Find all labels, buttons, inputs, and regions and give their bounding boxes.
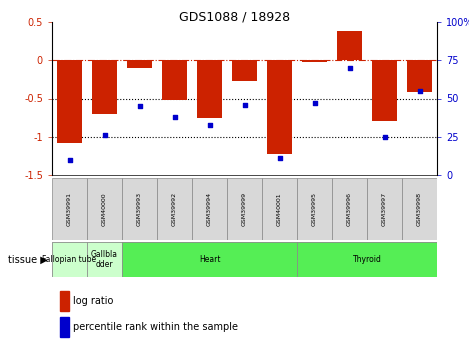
Point bbox=[276, 155, 283, 161]
Point bbox=[171, 114, 178, 120]
Text: GSM39992: GSM39992 bbox=[172, 192, 177, 226]
Bar bbox=[337, 31, 362, 60]
Point bbox=[241, 102, 248, 107]
Bar bbox=[57, 60, 82, 143]
Bar bbox=[232, 60, 257, 81]
Bar bbox=[87, 178, 122, 240]
Bar bbox=[157, 178, 192, 240]
Bar bbox=[297, 242, 437, 277]
Text: GSM39993: GSM39993 bbox=[137, 192, 142, 226]
Bar bbox=[87, 242, 122, 277]
Bar bbox=[407, 60, 432, 92]
Text: GSM39999: GSM39999 bbox=[242, 192, 247, 226]
Bar bbox=[262, 178, 297, 240]
Bar bbox=[372, 60, 397, 121]
Bar bbox=[192, 178, 227, 240]
Bar bbox=[60, 291, 69, 311]
Text: GSM39996: GSM39996 bbox=[347, 192, 352, 226]
Bar bbox=[162, 60, 187, 100]
Text: GSM39998: GSM39998 bbox=[417, 192, 422, 226]
Text: Fallopian tube: Fallopian tube bbox=[42, 255, 97, 264]
Point bbox=[206, 122, 213, 127]
Bar bbox=[60, 317, 69, 337]
Text: Heart: Heart bbox=[199, 255, 220, 264]
Bar bbox=[402, 178, 437, 240]
Bar bbox=[332, 178, 367, 240]
Point bbox=[416, 88, 423, 93]
Text: GDS1088 / 18928: GDS1088 / 18928 bbox=[179, 10, 290, 23]
Point bbox=[381, 134, 388, 139]
Point bbox=[136, 104, 143, 109]
Text: GSM39994: GSM39994 bbox=[207, 192, 212, 226]
Text: GSM40000: GSM40000 bbox=[102, 192, 107, 226]
Bar bbox=[197, 60, 222, 118]
Point bbox=[311, 100, 318, 106]
Bar bbox=[302, 60, 327, 62]
Text: GSM39991: GSM39991 bbox=[67, 192, 72, 226]
Bar bbox=[122, 178, 157, 240]
Text: percentile rank within the sample: percentile rank within the sample bbox=[73, 322, 238, 332]
Text: tissue ▶: tissue ▶ bbox=[8, 255, 47, 265]
Point bbox=[346, 65, 353, 71]
Text: GSM39997: GSM39997 bbox=[382, 192, 387, 226]
Text: Gallbla
dder: Gallbla dder bbox=[91, 250, 118, 269]
Bar bbox=[52, 178, 87, 240]
Bar bbox=[52, 242, 87, 277]
Bar bbox=[127, 60, 152, 68]
Text: GSM39995: GSM39995 bbox=[312, 192, 317, 226]
Point bbox=[66, 157, 73, 162]
Text: GSM40001: GSM40001 bbox=[277, 192, 282, 226]
Bar bbox=[297, 178, 332, 240]
Bar bbox=[367, 178, 402, 240]
Text: Thyroid: Thyroid bbox=[353, 255, 381, 264]
Bar bbox=[92, 60, 117, 114]
Bar bbox=[122, 242, 297, 277]
Bar bbox=[267, 60, 292, 154]
Text: log ratio: log ratio bbox=[73, 296, 113, 306]
Bar bbox=[227, 178, 262, 240]
Point bbox=[101, 132, 108, 138]
